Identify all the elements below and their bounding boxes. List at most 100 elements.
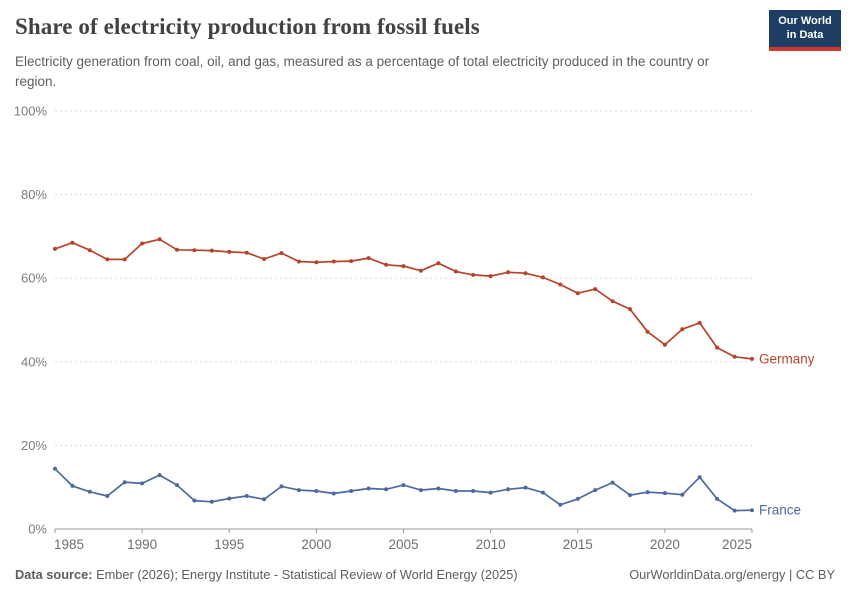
owid-logo[interactable]: Our World in Data <box>769 10 841 51</box>
data-point <box>593 488 598 493</box>
data-point <box>384 487 389 492</box>
y-tick-label: 20% <box>21 438 47 453</box>
data-point <box>244 250 249 255</box>
series-label-france[interactable]: France <box>759 503 801 518</box>
chart-canvas[interactable]: 0% 20% 40% 60% 80% 100% 1985 1990 1995 2000 2005 20… <box>0 100 850 575</box>
data-point <box>558 282 563 287</box>
data-point <box>732 354 737 359</box>
owid-logo-line1: Our World <box>778 15 832 27</box>
data-point <box>296 488 301 493</box>
chart-subtitle: Electricity generation from coal, oil, a… <box>15 54 710 89</box>
data-point <box>366 486 371 491</box>
data-point <box>314 260 319 265</box>
data-point <box>384 262 389 267</box>
series-germany[interactable]: Germany <box>53 237 815 366</box>
data-point <box>70 240 75 245</box>
data-point <box>523 271 528 276</box>
data-point <box>610 299 615 304</box>
data-point <box>87 489 92 494</box>
data-point <box>192 248 197 253</box>
x-tick-label: 2015 <box>563 537 593 552</box>
data-point <box>680 492 685 497</box>
line-chart[interactable]: 0% 20% 40% 60% 80% 100% 1985 1990 1995 2000 2005 20… <box>0 100 850 575</box>
data-point <box>227 496 232 501</box>
y-tick-label: 100% <box>14 104 48 119</box>
data-point <box>105 257 110 262</box>
data-point <box>53 466 57 471</box>
x-tick-label: 2000 <box>301 537 331 552</box>
data-point <box>140 481 145 486</box>
data-point <box>349 259 354 264</box>
data-point <box>401 483 406 488</box>
data-source: Data source: Ember (2026); Energy Instit… <box>15 567 518 582</box>
data-point <box>122 257 127 262</box>
data-point <box>488 490 493 495</box>
data-point <box>279 484 284 489</box>
y-tick-label: 40% <box>21 354 47 369</box>
data-point <box>157 237 162 242</box>
data-point <box>122 480 127 485</box>
data-point <box>349 489 354 493</box>
data-point <box>105 494 110 498</box>
data-point <box>175 247 179 252</box>
data-point <box>506 270 511 275</box>
data-point <box>645 329 650 334</box>
data-point <box>192 498 197 503</box>
data-source-label: Data source: <box>15 567 93 582</box>
data-point <box>244 494 249 498</box>
data-point <box>680 327 685 332</box>
series-france[interactable]: France <box>53 466 801 518</box>
data-point <box>418 268 423 273</box>
data-point <box>453 269 458 274</box>
data-point <box>140 241 145 246</box>
data-point <box>209 499 214 504</box>
data-point <box>593 287 598 292</box>
footer-link[interactable]: OurWorldinData.org/energy | CC BY <box>629 567 835 582</box>
data-point <box>87 248 92 253</box>
data-point <box>506 487 511 492</box>
data-point <box>610 480 615 485</box>
data-point <box>314 489 319 493</box>
series-label-germany[interactable]: Germany <box>759 351 815 366</box>
data-point <box>715 496 720 501</box>
data-point <box>331 491 336 496</box>
y-tick-label: 60% <box>21 271 47 286</box>
data-point <box>628 307 632 312</box>
data-point <box>750 508 754 513</box>
data-point <box>227 249 232 254</box>
data-point <box>488 274 493 279</box>
x-tick-label: 2025 <box>722 537 752 552</box>
x-tick-label: 2020 <box>650 537 680 552</box>
x-tick-label: 2005 <box>388 537 418 552</box>
x-tick-label: 1995 <box>214 537 244 552</box>
data-point <box>540 275 545 280</box>
x-tick-label: 1990 <box>127 537 157 552</box>
data-point <box>662 342 667 347</box>
y-tick-label: 0% <box>28 522 47 537</box>
page-title: Share of electricity production from fos… <box>15 14 480 39</box>
data-point <box>53 246 57 251</box>
data-point <box>628 493 632 498</box>
data-point <box>175 483 179 488</box>
data-point <box>732 508 737 513</box>
x-tick-label: 1985 <box>54 537 84 552</box>
data-point <box>453 489 458 493</box>
data-point <box>697 475 702 480</box>
data-point <box>471 489 476 493</box>
x-tick-label: 2010 <box>476 537 506 552</box>
data-point <box>401 264 406 269</box>
data-point <box>436 486 441 491</box>
owid-logo-line2: in Data <box>786 28 824 41</box>
data-point <box>645 490 650 495</box>
data-point <box>262 497 267 502</box>
data-point <box>70 483 75 488</box>
data-point <box>209 248 214 253</box>
series-line-germany[interactable] <box>54 238 753 360</box>
data-point <box>715 345 720 350</box>
data-point <box>540 490 545 495</box>
data-point <box>697 320 702 325</box>
data-point <box>662 491 667 496</box>
data-point <box>750 356 754 361</box>
data-point <box>279 251 284 256</box>
data-point <box>575 496 580 501</box>
